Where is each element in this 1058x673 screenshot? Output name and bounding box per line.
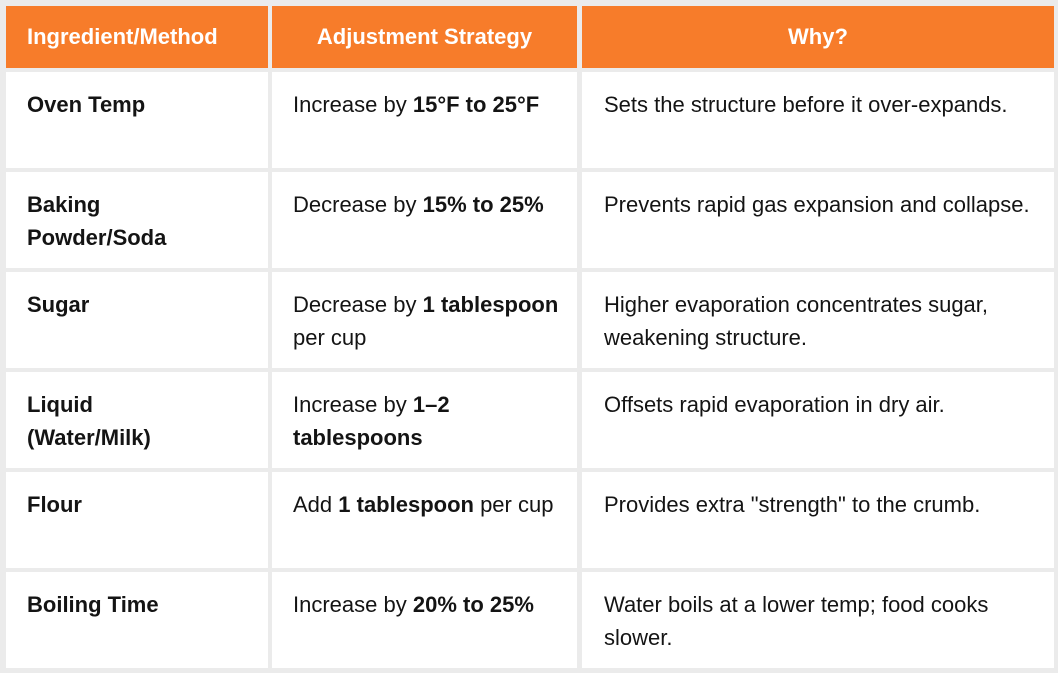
adjustment-amount: 15°F to 25°F <box>412 92 540 117</box>
table-row: Boiling Time Increase by 20% to 25% Water … <box>0 572 1058 668</box>
cell-ingredient: Sugar <box>6 272 268 368</box>
cell-adjustment: Increase by 1–2 tablespoons <box>272 372 577 468</box>
adjustment-text: per cup <box>293 325 367 350</box>
header-why: Why? <box>582 6 1054 68</box>
cell-why: Higher evaporation concentrates sugar, w… <box>582 272 1054 368</box>
cell-adjustment: Increase by 20% to 25% <box>272 572 577 668</box>
header-adjustment-strategy: Adjustment Strategy <box>272 6 577 68</box>
adjustment-text: Decrease by <box>293 192 423 217</box>
adjustment-text: Increase by <box>293 92 413 117</box>
cell-adjustment: Decrease by 1 tablespoon per cup <box>272 272 577 368</box>
cell-why: Water boils at a lower temp; food cooks … <box>582 572 1054 668</box>
cell-ingredient: Boiling Time <box>6 572 268 668</box>
cell-ingredient: Liquid (Water/Milk) <box>6 372 268 468</box>
table-row: Flour Add 1 tablespoon per cup Provides ex… <box>0 472 1058 568</box>
adjustment-amount: 15% to 25% <box>422 192 544 217</box>
adjustment-text: Increase by <box>293 592 413 617</box>
adjustment-text: Add <box>293 492 339 517</box>
adjustment-amount: 1 tablespoon <box>338 492 474 517</box>
adjustment-text: Increase by <box>293 392 413 417</box>
table-row: Sugar Decrease by 1 tablespoon per cup Hig… <box>0 272 1058 368</box>
cell-why: Offsets rapid evaporation in dry air. <box>582 372 1054 468</box>
cell-why: Sets the structure before it over-expand… <box>582 72 1054 168</box>
cell-why: Prevents rapid gas expansion and collaps… <box>582 172 1054 268</box>
cell-ingredient: Flour <box>6 472 268 568</box>
table-header-row: Ingredient/Method Adjustment Strategy Wh… <box>0 6 1058 68</box>
cell-ingredient: Baking Powder/Soda <box>6 172 268 268</box>
cell-ingredient: Oven Temp <box>6 72 268 168</box>
cell-adjustment: Add 1 tablespoon per cup <box>272 472 577 568</box>
header-ingredient-method: Ingredient/Method <box>6 6 268 68</box>
table-row: Baking Powder/Soda Decrease by 15% to 25%… <box>0 172 1058 268</box>
table-row: Oven Temp Increase by 15°F to 25°F Sets th… <box>0 72 1058 168</box>
table-row: Liquid (Water/Milk) Increase by 1–2 table… <box>0 372 1058 468</box>
cell-why: Provides extra "strength" to the crumb. <box>582 472 1054 568</box>
adjustment-amount: 20% to 25% <box>412 592 534 617</box>
cell-adjustment: Increase by 15°F to 25°F <box>272 72 577 168</box>
adjustment-amount: 1–2 tablespoons <box>293 392 450 450</box>
adjustment-amount: 1 tablespoon <box>422 292 559 317</box>
cell-adjustment: Decrease by 15% to 25% <box>272 172 577 268</box>
adjustment-text: per cup <box>473 492 554 517</box>
adjustment-text: Decrease by <box>293 292 423 317</box>
